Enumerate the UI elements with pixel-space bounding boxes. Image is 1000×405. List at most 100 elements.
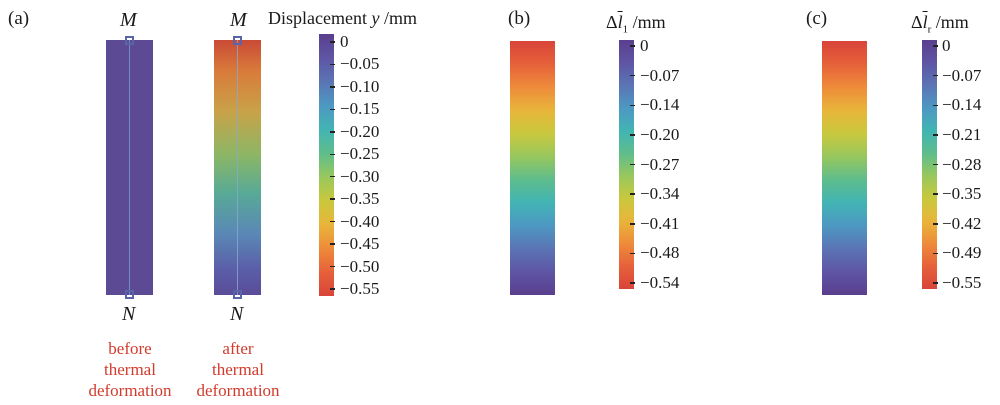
- colorbar-c-title-var: l: [922, 12, 928, 32]
- colorbar-tick-mark: [933, 134, 938, 136]
- colorbar-a-title-unit: /mm: [379, 8, 417, 28]
- colorbar-tick-label: −0.14: [942, 95, 982, 115]
- colorbar-tick-label: −0.49: [942, 243, 982, 263]
- colorbar-tick-mark: [630, 163, 635, 166]
- colorbar-a-title: Displacement y /mm: [268, 8, 417, 29]
- measure-line-before: [129, 40, 130, 295]
- colorbar-tick-label: −0.20: [640, 124, 680, 144]
- caption-before-line-3: deformation: [88, 381, 172, 400]
- field-b: [510, 41, 555, 295]
- colorbar-tick-label: −0.54: [640, 273, 680, 292]
- caption-before-line-1: before: [108, 339, 152, 358]
- colorbar-tick-mark: [630, 252, 635, 255]
- colorbar-b-title-var: l: [617, 12, 623, 32]
- colorbar-tick-mark: [330, 63, 335, 66]
- caption-after: after thermal deformation: [180, 338, 296, 401]
- colorbar-tick-label: −0.27: [640, 154, 680, 174]
- colorbar-tick-mark: [933, 74, 938, 77]
- colorbar-tick-mark: [330, 175, 335, 178]
- caption-before: before thermal deformation: [68, 338, 192, 401]
- colorbar-tick-label: −0.07: [640, 65, 680, 85]
- colorbar-tick-mark: [630, 104, 635, 106]
- colorbar-tick-mark: [330, 243, 335, 245]
- colorbar-a-title-text: Displacement: [268, 8, 372, 28]
- colorbar-b-title-sub: 1: [622, 23, 629, 36]
- colorbar-tick-label: −0.05: [340, 54, 380, 74]
- point-n-before: N: [122, 303, 136, 325]
- colorbar-a: [319, 34, 334, 296]
- colorbar-tick-label: −0.30: [340, 166, 380, 186]
- colorbar-tick-mark: [630, 223, 635, 225]
- colorbar-tick-mark: [933, 163, 938, 166]
- colorbar-tick-label: −0.35: [942, 184, 982, 204]
- point-m-marker-before: [125, 36, 134, 45]
- colorbar-tick-mark: [630, 74, 635, 77]
- specimen-before: [106, 40, 153, 295]
- point-m-before: M: [120, 9, 137, 31]
- colorbar-tick-mark: [933, 223, 938, 225]
- colorbar-tick-label: −0.15: [340, 99, 380, 119]
- colorbar-tick-label: −0.45: [340, 234, 380, 254]
- caption-after-line-2: thermal: [212, 360, 264, 379]
- colorbar-c: [922, 40, 937, 289]
- colorbar-tick-label: −0.41: [640, 213, 680, 233]
- colorbar-tick-label: −0.10: [340, 76, 380, 96]
- colorbar-c-title-sub: r: [927, 23, 932, 36]
- point-m-marker-after: [233, 36, 242, 45]
- colorbar-b-title: Δl1 /mm: [606, 12, 666, 36]
- specimen-after: [214, 40, 261, 295]
- colorbar-tick-mark: [330, 220, 335, 223]
- caption-after-line-3: deformation: [196, 381, 280, 400]
- colorbar-c-title-prefix: Δ: [911, 12, 923, 32]
- colorbar-tick-mark: [933, 193, 938, 195]
- colorbar-tick-label: −0.34: [640, 184, 680, 204]
- colorbar-tick-mark: [630, 282, 635, 284]
- colorbar-tick-label: −0.14: [640, 95, 680, 115]
- panel-a-label: (a): [8, 8, 30, 29]
- colorbar-tick-label: −0.35: [340, 189, 380, 209]
- colorbar-tick-label: −0.25: [340, 144, 380, 164]
- colorbar-tick-mark: [630, 45, 635, 47]
- colorbar-tick-label: −0.55: [340, 279, 380, 298]
- colorbar-tick-mark: [330, 131, 335, 133]
- measure-line-after: [237, 40, 238, 295]
- colorbar-tick-mark: [630, 134, 635, 136]
- colorbar-tick-mark: [330, 153, 335, 156]
- field-c: [822, 41, 867, 295]
- point-n-marker-after: [233, 290, 242, 299]
- colorbar-tick-label: −0.20: [340, 121, 380, 141]
- caption-after-line-1: after: [222, 339, 254, 358]
- colorbar-tick-label: 0: [640, 36, 649, 55]
- colorbar-tick-mark: [330, 198, 335, 200]
- point-n-marker-before: [125, 290, 134, 299]
- colorbar-b-title-prefix: Δ: [606, 12, 618, 32]
- colorbar-b: [619, 40, 634, 289]
- point-m-after: M: [230, 9, 247, 31]
- colorbar-tick-label: −0.07: [942, 65, 982, 85]
- panel-b-label: (b): [508, 8, 531, 29]
- colorbar-tick-mark: [330, 265, 335, 268]
- colorbar-tick-label: −0.42: [942, 213, 982, 233]
- colorbar-tick-mark: [630, 193, 635, 195]
- colorbar-tick-label: −0.21: [942, 124, 982, 144]
- colorbar-tick-mark: [330, 288, 335, 290]
- colorbar-tick-label: −0.50: [340, 256, 380, 276]
- colorbar-tick-mark: [933, 45, 938, 47]
- point-n-after: N: [230, 303, 244, 325]
- colorbar-tick-label: −0.48: [640, 243, 680, 263]
- panel-c-label: (c): [806, 8, 828, 29]
- colorbar-tick-mark: [933, 282, 938, 284]
- caption-before-line-2: thermal: [104, 360, 156, 379]
- colorbar-tick-label: −0.28: [942, 154, 982, 174]
- colorbar-tick-mark: [330, 86, 335, 88]
- colorbar-c-title-unit: /mm: [931, 12, 969, 32]
- colorbar-tick-mark: [933, 252, 938, 255]
- colorbar-b-title-unit: /mm: [628, 12, 666, 32]
- colorbar-tick-mark: [933, 104, 938, 106]
- colorbar-tick-mark: [330, 41, 335, 43]
- colorbar-tick-label: 0: [340, 32, 349, 51]
- colorbar-tick-label: 0: [942, 36, 951, 55]
- colorbar-c-title: Δlr /mm: [911, 12, 969, 36]
- colorbar-a-title-var: y: [371, 8, 380, 28]
